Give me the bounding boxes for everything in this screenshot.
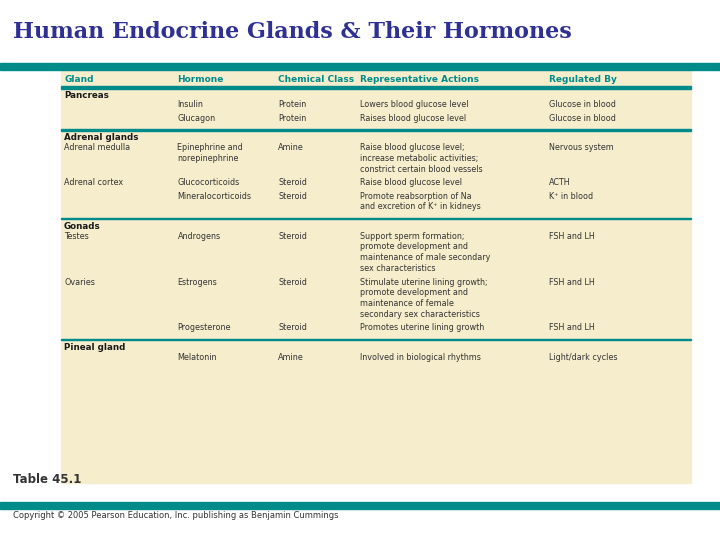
Text: Steroid: Steroid xyxy=(279,278,307,287)
Text: Steroid: Steroid xyxy=(279,192,307,201)
Text: Melatonin: Melatonin xyxy=(177,353,217,362)
Text: Adrenal glands: Adrenal glands xyxy=(64,133,138,143)
Text: Protein: Protein xyxy=(279,114,307,123)
Text: Light/dark cycles: Light/dark cycles xyxy=(549,353,618,362)
Text: Involved in biological rhythms: Involved in biological rhythms xyxy=(360,353,481,362)
Text: Gonads: Gonads xyxy=(64,222,101,231)
Text: Glucocorticoids: Glucocorticoids xyxy=(177,178,240,187)
Text: Pancreas: Pancreas xyxy=(64,91,109,100)
Bar xyxy=(61,129,691,131)
Text: Glucose in blood: Glucose in blood xyxy=(549,100,616,110)
Text: Promote reabsorption of Na
and excretion of K⁺ in kidneys: Promote reabsorption of Na and excretion… xyxy=(360,192,481,212)
Text: Raises blood glucose level: Raises blood glucose level xyxy=(360,114,467,123)
Text: FSH and LH: FSH and LH xyxy=(549,232,595,241)
Text: ACTH: ACTH xyxy=(549,178,571,187)
Text: Support sperm formation;
promote development and
maintenance of male secondary
s: Support sperm formation; promote develop… xyxy=(360,232,490,273)
Bar xyxy=(61,218,691,219)
Text: Amine: Amine xyxy=(279,143,304,152)
Text: Mineralocorticoids: Mineralocorticoids xyxy=(177,192,251,201)
Text: Stimulate uterine lining growth;
promote development and
maintenance of female
s: Stimulate uterine lining growth; promote… xyxy=(360,278,488,319)
Text: Glucose in blood: Glucose in blood xyxy=(549,114,616,123)
Text: Androgens: Androgens xyxy=(177,232,220,241)
Bar xyxy=(0,0,720,64)
Text: Estrogens: Estrogens xyxy=(177,278,217,287)
Text: Adrenal medulla: Adrenal medulla xyxy=(64,143,130,152)
Text: FSH and LH: FSH and LH xyxy=(549,278,595,287)
Text: Hormone: Hormone xyxy=(177,75,224,84)
Text: Ovaries: Ovaries xyxy=(64,278,95,287)
Text: Steroid: Steroid xyxy=(279,323,307,333)
Text: Protein: Protein xyxy=(279,100,307,110)
Text: Chemical Class: Chemical Class xyxy=(279,75,354,84)
Text: Adrenal cortex: Adrenal cortex xyxy=(64,178,123,187)
Text: Table 45.1: Table 45.1 xyxy=(13,473,81,486)
Text: Amine: Amine xyxy=(279,353,304,362)
Bar xyxy=(61,86,691,89)
Text: Steroid: Steroid xyxy=(279,178,307,187)
Text: Progesterone: Progesterone xyxy=(177,323,231,333)
Text: Pineal gland: Pineal gland xyxy=(64,343,125,352)
Bar xyxy=(0,502,720,509)
Text: Testes: Testes xyxy=(64,232,89,241)
Text: Representative Actions: Representative Actions xyxy=(360,75,480,84)
Text: Insulin: Insulin xyxy=(177,100,203,110)
Text: Regulated By: Regulated By xyxy=(549,75,617,84)
Text: Nervous system: Nervous system xyxy=(549,143,614,152)
Bar xyxy=(61,339,691,340)
Text: Raise blood glucose level;
increase metabolic activities;
constrict certain bloo: Raise blood glucose level; increase meta… xyxy=(360,143,483,173)
Text: Lowers blood glucose level: Lowers blood glucose level xyxy=(360,100,469,110)
Text: Epinephrine and
norepinephrine: Epinephrine and norepinephrine xyxy=(177,143,243,163)
Text: K⁺ in blood: K⁺ in blood xyxy=(549,192,593,201)
Text: FSH and LH: FSH and LH xyxy=(549,323,595,333)
Text: Raise blood glucose level: Raise blood glucose level xyxy=(360,178,462,187)
Bar xyxy=(0,63,720,70)
Text: Copyright © 2005 Pearson Education, Inc. publishing as Benjamin Cummings: Copyright © 2005 Pearson Education, Inc.… xyxy=(13,511,338,520)
Bar xyxy=(61,70,691,483)
Text: Gland: Gland xyxy=(64,75,94,84)
Text: Promotes uterine lining growth: Promotes uterine lining growth xyxy=(360,323,485,333)
Text: Glucagon: Glucagon xyxy=(177,114,215,123)
Text: Human Endocrine Glands & Their Hormones: Human Endocrine Glands & Their Hormones xyxy=(13,21,572,43)
Text: Steroid: Steroid xyxy=(279,232,307,241)
